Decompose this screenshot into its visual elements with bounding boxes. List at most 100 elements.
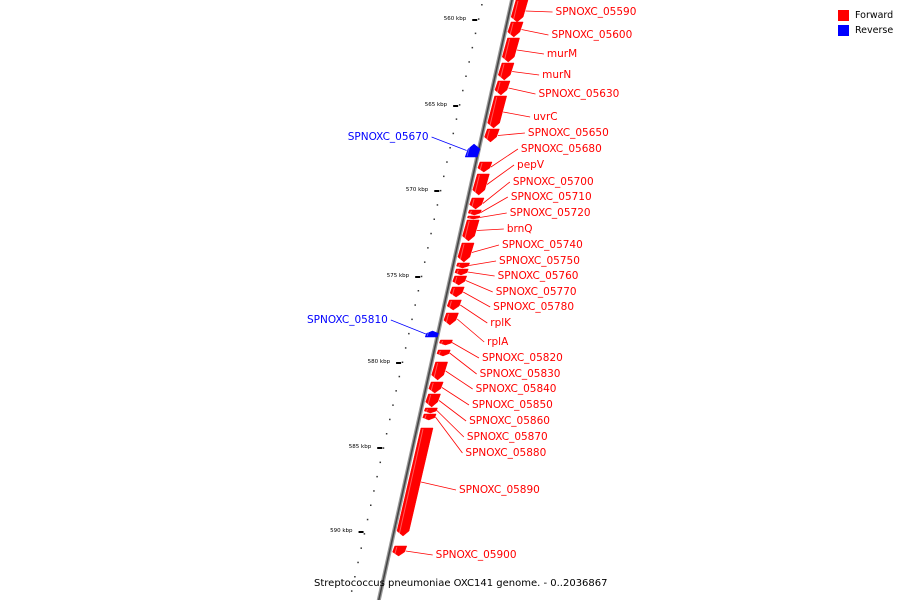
gene-spnoxc-05900 — [392, 545, 408, 557]
gene-pepv — [472, 173, 490, 196]
minor-tick — [379, 461, 382, 464]
leader-line — [451, 342, 480, 359]
gene-label-spnoxc-05650: SPNOXC_05650 — [528, 127, 609, 139]
tick-label: 565 kbp — [425, 102, 448, 108]
tick-label: 580 kbp — [368, 359, 391, 365]
major-tick — [358, 531, 364, 533]
gene-spnoxc-05810 — [424, 330, 439, 338]
minor-tick — [414, 304, 416, 306]
gene-label-spnoxc-05680: SPNOXC_05680 — [521, 143, 602, 155]
gene-spnoxc-05740 — [457, 242, 475, 263]
leader-line — [479, 212, 507, 218]
minor-tick — [477, 18, 480, 20]
leader-line — [462, 291, 491, 308]
minor-tick — [430, 232, 432, 235]
leader-line — [456, 318, 485, 343]
gene-label-spnoxc-05740: SPNOXC_05740 — [502, 239, 583, 251]
minor-tick — [417, 290, 420, 292]
minor-tick — [373, 490, 375, 492]
gene-highlight — [468, 216, 471, 219]
gene-label-spnoxc-05810: SPNOXC_05810 — [307, 314, 388, 326]
gene-label-spnoxc-05870: SPNOXC_05870 — [467, 431, 548, 443]
gene-highlight — [427, 394, 432, 407]
gene-highlight — [474, 174, 480, 195]
gene-highlight — [485, 129, 490, 142]
minor-tick — [363, 533, 366, 535]
major-tick — [453, 105, 459, 107]
leader-line — [468, 260, 497, 266]
gene-label-murn: murN — [542, 69, 571, 81]
gene-uvrc — [487, 95, 508, 129]
gene-spnoxc-05780 — [449, 286, 465, 298]
gene-highlight — [471, 198, 475, 209]
gene-label-spnoxc-05700: SPNOXC_05700 — [513, 176, 594, 188]
gene-highlight — [466, 144, 471, 157]
gene-highlight — [496, 81, 501, 95]
gene-highlight — [394, 546, 398, 556]
minor-tick — [455, 118, 458, 120]
gene-rplk — [446, 299, 462, 311]
tick-label: 585 kbp — [349, 444, 372, 450]
gene-label-spnoxc-05630: SPNOXC_05630 — [538, 88, 619, 100]
minor-tick — [376, 475, 378, 478]
leader-line — [405, 550, 433, 556]
minor-tick — [392, 404, 394, 406]
gene-spnoxc-05670 — [464, 143, 481, 158]
legend-reverse: Reverse — [838, 23, 893, 38]
leader-line — [497, 132, 525, 136]
minor-tick — [452, 132, 455, 135]
gene-highlight — [424, 414, 427, 420]
gene-highlight — [456, 269, 459, 275]
gene-brnq — [462, 219, 480, 242]
legend-forward-label: Forward — [855, 10, 894, 21]
gene-spnoxc-05880 — [422, 413, 437, 421]
leader-line — [471, 244, 500, 253]
gene-label-spnoxc-05760: SPNOXC_05760 — [498, 270, 579, 282]
major-tick — [377, 447, 383, 449]
leader-line — [436, 410, 465, 438]
minor-tick — [408, 332, 410, 335]
major-tick — [396, 362, 402, 364]
gene-label-brnq: brnQ — [507, 223, 533, 235]
gene-spnoxc-05750 — [456, 262, 470, 269]
leader-line — [449, 352, 477, 375]
gene-spnoxc-05710 — [467, 209, 482, 216]
gene-label-spnoxc-05820: SPNOXC_05820 — [482, 352, 563, 364]
minor-tick — [350, 590, 353, 592]
minor-tick — [401, 361, 404, 363]
minor-tick — [436, 204, 439, 206]
gene-spnoxc-05590 — [510, 0, 529, 23]
minor-tick — [382, 447, 385, 449]
minor-tick — [462, 89, 464, 92]
tick-label: 575 kbp — [387, 273, 410, 279]
gene-highlight — [459, 243, 465, 262]
minor-tick — [471, 46, 474, 49]
gene-spnoxc-05680 — [477, 161, 493, 173]
minor-tick — [411, 318, 413, 321]
minor-tick — [427, 247, 429, 249]
gene-spnoxc-05820 — [439, 339, 453, 346]
minor-tick — [446, 161, 448, 163]
genome-axis — [378, 0, 513, 600]
minor-tick — [395, 390, 397, 392]
leader-line — [435, 416, 463, 454]
gene-label-uvrc: uvrC — [533, 111, 558, 123]
minor-tick — [481, 4, 483, 6]
leader-line — [445, 370, 473, 390]
gene-label-spnoxc-05880: SPNOXC_05880 — [465, 447, 546, 459]
minor-tick — [433, 218, 435, 220]
minor-tick — [439, 189, 442, 192]
leader-line — [467, 271, 495, 277]
minor-tick — [468, 61, 470, 63]
leader-line — [420, 481, 457, 491]
gene-label-spnoxc-05840: SPNOXC_05840 — [476, 383, 557, 395]
leader-line — [390, 319, 427, 335]
minor-tick — [360, 547, 362, 549]
gene-highlight — [448, 300, 452, 310]
leader-line — [521, 29, 549, 36]
gene-highlight — [512, 0, 519, 22]
genome-caption: Streptococcus pneumoniae OXC141 genome. … — [314, 578, 608, 589]
gene-label-spnoxc-05860: SPNOXC_05860 — [469, 415, 550, 427]
gene-label-spnoxc-05600: SPNOXC_05600 — [551, 29, 632, 41]
gene-label-spnoxc-05900: SPNOXC_05900 — [436, 549, 517, 561]
